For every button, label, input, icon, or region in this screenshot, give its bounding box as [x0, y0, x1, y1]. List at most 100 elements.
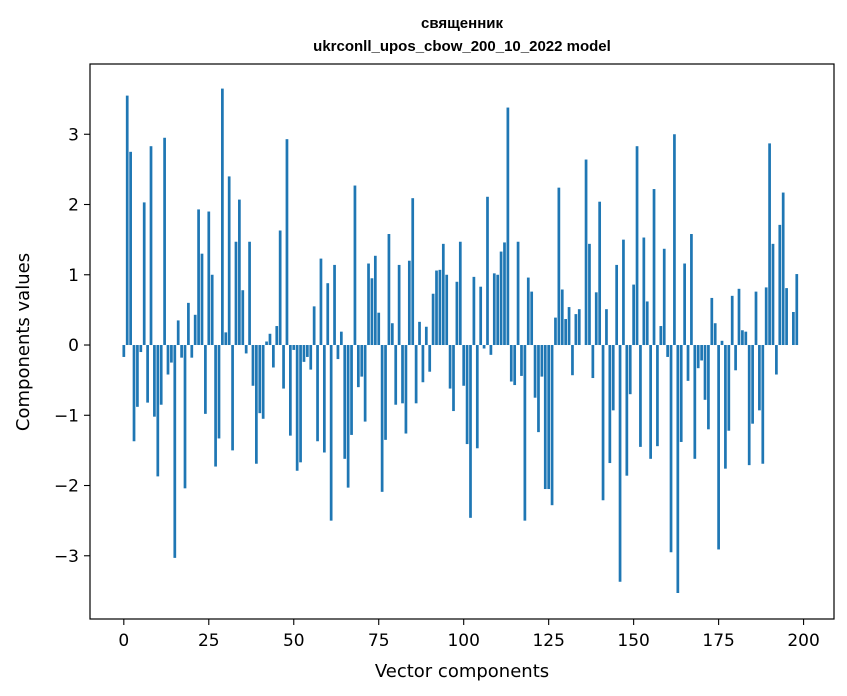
bar: [741, 330, 744, 346]
bar: [713, 323, 717, 346]
bar: [339, 331, 343, 346]
bar: [251, 345, 255, 386]
bar: [693, 345, 697, 459]
x-tick-label: 100: [447, 631, 479, 651]
bar: [193, 314, 197, 346]
bar: [465, 345, 469, 445]
bar: [217, 345, 221, 439]
bar: [275, 326, 279, 346]
bar: [530, 291, 534, 346]
bar: [390, 323, 394, 346]
x-axis-ticks: 0 25 50 75 100 125 150 175 200: [118, 619, 820, 651]
bar: [214, 345, 217, 467]
bar: [679, 345, 683, 442]
bar: [445, 274, 449, 346]
bar: [707, 345, 710, 430]
bar: [401, 345, 404, 404]
bar: [472, 276, 476, 346]
x-tick-label: 75: [368, 631, 390, 651]
bar: [482, 345, 486, 349]
bar: [513, 345, 517, 386]
bar: [411, 198, 415, 346]
bar: [356, 345, 360, 388]
x-tick-label: 0: [118, 631, 129, 651]
bar: [322, 345, 326, 453]
bar: [156, 345, 160, 477]
bar: [272, 345, 275, 368]
bar: [588, 243, 591, 346]
bar: [261, 345, 265, 419]
bar: [360, 345, 364, 377]
bar: [601, 345, 605, 501]
bar: [258, 345, 262, 414]
y-tick-label: −2: [54, 477, 79, 497]
y-tick-label: −1: [54, 406, 79, 426]
bar: [730, 295, 734, 346]
bar: [163, 137, 166, 346]
bar: [499, 251, 503, 346]
bar: [387, 234, 391, 346]
chart-subtitle: ukrconll_upos_cbow_200_10_2022 model: [313, 38, 611, 55]
bar: [486, 196, 489, 346]
bar: [628, 345, 632, 395]
bar: [509, 345, 513, 382]
y-tick-label: 2: [68, 196, 79, 216]
bar: [207, 211, 211, 346]
bar: [526, 277, 530, 346]
bar: [238, 199, 241, 346]
y-tick-label: 3: [68, 125, 79, 145]
bar: [520, 345, 523, 376]
bar: [554, 317, 557, 346]
bar: [142, 202, 146, 346]
bar: [329, 345, 333, 521]
bar: [458, 241, 462, 346]
bar: [394, 345, 398, 405]
bar: [431, 293, 435, 346]
bar: [656, 345, 659, 447]
bar: [377, 312, 381, 346]
bar: [618, 345, 622, 582]
bar: [146, 345, 149, 403]
bar: [645, 301, 649, 346]
bar: [180, 345, 183, 358]
bar: [700, 345, 703, 361]
bar: [421, 345, 425, 383]
bar: [373, 255, 377, 346]
bar: [758, 345, 761, 411]
bar: [761, 345, 765, 464]
bar: [200, 253, 204, 346]
bar: [380, 345, 384, 492]
bar: [523, 345, 527, 521]
bar: [649, 345, 652, 459]
bar: [778, 224, 782, 346]
bar: [727, 345, 731, 431]
bar: [594, 292, 598, 346]
bar: [187, 302, 190, 346]
bar: [302, 345, 306, 362]
bar: [754, 291, 758, 346]
bar: [289, 345, 292, 436]
x-tick-label: 200: [787, 631, 819, 651]
bar: [775, 345, 778, 375]
bar: [550, 345, 554, 506]
bar: [438, 269, 442, 346]
bar: [557, 187, 561, 346]
bar: [737, 288, 741, 346]
bar: [785, 288, 788, 346]
bar: [309, 345, 313, 370]
bar: [333, 264, 336, 346]
bar: [615, 264, 619, 346]
bar: [173, 345, 177, 558]
bar: [285, 139, 289, 346]
y-tick-label: 0: [68, 336, 79, 356]
bar: [652, 189, 656, 346]
bar: [611, 345, 615, 411]
bar: [540, 345, 544, 377]
bar: [543, 345, 547, 490]
bar: [139, 345, 143, 353]
bar: [781, 192, 785, 346]
bar: [584, 159, 588, 346]
bar: [125, 95, 129, 346]
bar: [176, 320, 180, 346]
bar: [292, 345, 296, 350]
